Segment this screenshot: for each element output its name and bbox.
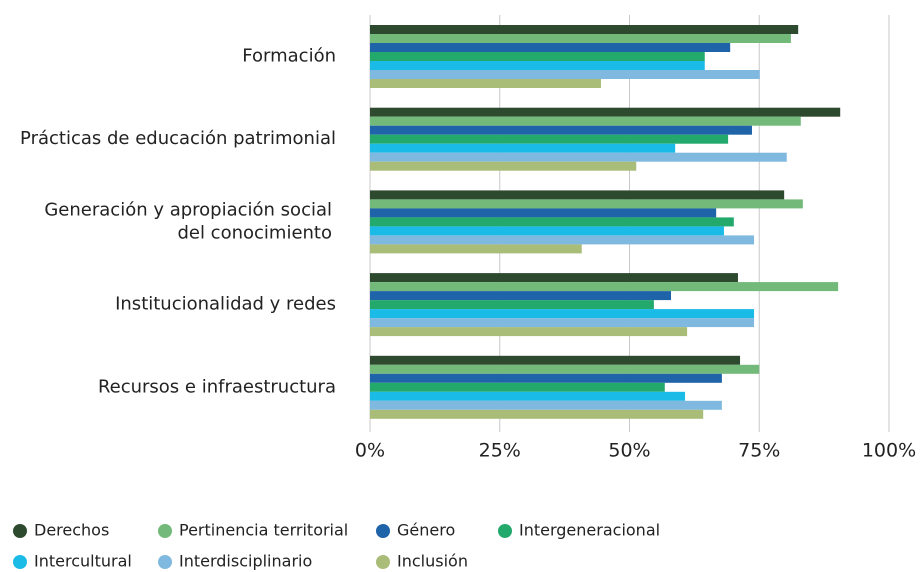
- bar: [370, 107, 841, 117]
- bar: [370, 190, 785, 200]
- bar: [370, 25, 799, 34]
- legend-marker: [13, 524, 27, 538]
- bar: [370, 52, 705, 61]
- bar: [370, 391, 686, 401]
- legend-label: Género: [397, 521, 455, 540]
- bar: [370, 300, 654, 310]
- legend-marker: [158, 555, 172, 569]
- legend-marker: [158, 524, 172, 538]
- bar: [370, 291, 672, 301]
- bar: [370, 282, 839, 292]
- legend-label: Pertinencia territorial: [179, 521, 348, 540]
- x-tick-label: 100%: [862, 440, 916, 462]
- bar: [370, 244, 582, 254]
- category-label: Generación y apropiación social del conoc…: [44, 199, 332, 243]
- category-label: Recursos e infraestructura: [98, 376, 336, 397]
- bar: [370, 116, 801, 126]
- legend-marker: [13, 555, 27, 569]
- bar: [370, 309, 755, 319]
- bar: [370, 161, 637, 171]
- bar: [370, 208, 717, 218]
- bar: [370, 235, 755, 245]
- bar: [370, 217, 734, 227]
- bar: [370, 43, 731, 52]
- bar: [370, 373, 722, 383]
- bar: [370, 199, 803, 209]
- x-tick-label: 25%: [479, 440, 521, 462]
- category-label: Institucionalidad y redes: [115, 294, 336, 315]
- category-label: Formación: [242, 46, 336, 67]
- bar: [370, 226, 724, 236]
- legend-marker: [498, 524, 512, 538]
- legend-marker: [376, 555, 390, 569]
- legend-label: Intergeneracional: [519, 521, 660, 540]
- bar: [370, 355, 741, 365]
- bar: [370, 125, 752, 135]
- legend-marker: [376, 524, 390, 538]
- legend-label: Interdisciplinario: [179, 552, 312, 571]
- legend-label: Derechos: [34, 521, 109, 540]
- category-label: Prácticas de educación patrimonial: [20, 128, 336, 149]
- bar: [370, 318, 755, 328]
- bar: [370, 409, 704, 419]
- legend-label: Inclusión: [397, 552, 468, 571]
- bar: [370, 34, 791, 43]
- bar: [370, 327, 688, 337]
- bar: [370, 134, 729, 144]
- legend-label: Intercultural: [34, 552, 132, 571]
- bar: [370, 400, 722, 410]
- x-tick-label: 75%: [738, 440, 780, 462]
- bar: [370, 61, 705, 70]
- bar: [370, 382, 665, 392]
- bar: [370, 79, 601, 88]
- bar: [370, 152, 787, 162]
- bar: [370, 364, 760, 374]
- bar: [370, 143, 676, 153]
- bar: [370, 273, 738, 283]
- x-tick-label: 0%: [355, 440, 385, 462]
- bar: [370, 70, 760, 79]
- x-tick-label: 50%: [608, 440, 650, 462]
